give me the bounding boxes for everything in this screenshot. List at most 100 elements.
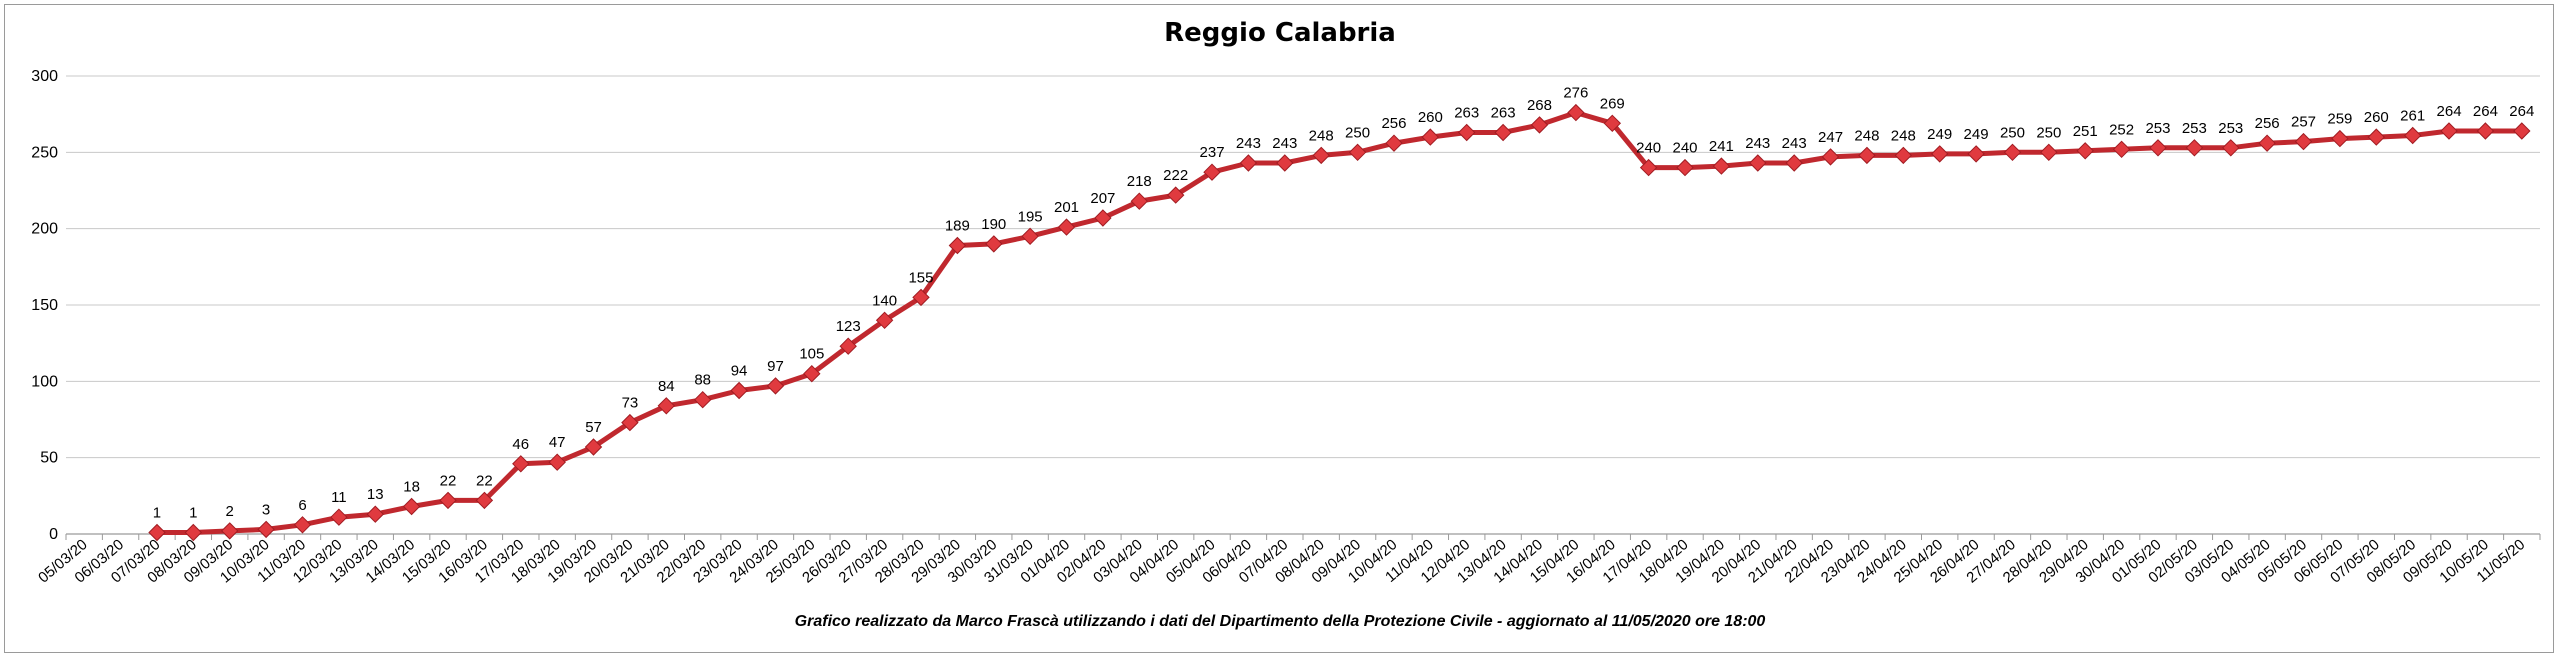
data-label: 3	[262, 501, 270, 518]
data-point	[2149, 139, 2167, 157]
data-point	[1057, 218, 1076, 236]
y-tick-label: 150	[31, 297, 58, 314]
data-label: 57	[585, 419, 602, 436]
data-label: 250	[2036, 124, 2061, 141]
data-point	[657, 397, 676, 415]
data-label: 264	[2509, 103, 2534, 120]
data-point	[2185, 139, 2204, 157]
data-label: 248	[1854, 127, 1879, 144]
data-label: 140	[872, 292, 897, 309]
data-point	[1894, 146, 1913, 165]
y-tick-label: 0	[49, 526, 58, 543]
y-axis-ticks: 0 50 100 150 200 250 300	[31, 68, 58, 543]
data-label: 243	[1236, 135, 1261, 152]
data-label: 260	[1418, 109, 1443, 126]
data-point	[2367, 128, 2386, 146]
y-tick-label: 50	[40, 450, 58, 467]
data-point	[621, 413, 639, 432]
data-label: 2	[226, 503, 234, 520]
data-point	[1385, 134, 1403, 152]
data-point	[2513, 122, 2531, 140]
data-point	[1276, 154, 1294, 172]
data-label: 190	[981, 216, 1006, 233]
data-label: 243	[1272, 135, 1297, 152]
data-point	[1203, 163, 1221, 181]
data-point	[1239, 154, 1258, 172]
data-point	[2476, 122, 2495, 140]
data-point	[1785, 154, 1803, 172]
data-label: 253	[2182, 120, 2207, 137]
series-markers	[148, 103, 2531, 542]
data-point	[184, 523, 203, 542]
data-label: 47	[549, 434, 566, 451]
data-point	[1166, 186, 1185, 204]
data-point	[257, 520, 275, 539]
data-point	[148, 523, 166, 542]
data-point	[1712, 157, 1731, 175]
data-label: 6	[298, 497, 306, 514]
data-point	[1930, 145, 1949, 163]
y-tick-label: 250	[31, 144, 58, 161]
data-label: 261	[2400, 108, 2425, 125]
data-label: 240	[1636, 140, 1661, 157]
data-point	[766, 377, 785, 395]
data-label: 240	[1672, 140, 1697, 157]
data-label: 88	[694, 372, 711, 389]
data-label: 253	[2218, 120, 2243, 137]
data-point	[803, 364, 821, 383]
data-label: 155	[908, 269, 933, 286]
data-point	[1676, 158, 1694, 177]
data-label: 251	[2073, 123, 2098, 140]
data-point	[366, 505, 385, 523]
data-point	[2112, 140, 2131, 159]
chart-frame	[4, 4, 2554, 653]
data-point	[584, 438, 603, 456]
data-label: 207	[1090, 190, 1115, 207]
data-point	[1858, 146, 1876, 165]
data-point	[1094, 209, 1112, 227]
data-label: 195	[1018, 208, 1043, 225]
data-label: 264	[2437, 103, 2462, 120]
data-point	[1749, 154, 1767, 172]
chart-title: Reggio Calabria	[1164, 18, 1396, 48]
data-label: 252	[2109, 121, 2134, 138]
data-label: 250	[2000, 124, 2025, 141]
x-axis-ticks: 05/03/2006/03/2007/03/2008/03/2009/03/20…	[35, 536, 2528, 587]
data-label: 22	[476, 472, 493, 489]
grid-lines	[66, 75, 2540, 459]
data-label: 105	[799, 346, 824, 363]
data-point	[220, 522, 239, 540]
y-tick-label: 300	[31, 68, 58, 85]
data-label: 237	[1200, 144, 1225, 161]
data-label: 1	[189, 504, 197, 521]
data-point	[1821, 148, 1840, 166]
data-point	[330, 508, 348, 526]
chart-footnote: Grafico realizzato da Marco Frascà utili…	[794, 613, 1766, 630]
data-point	[2040, 143, 2058, 162]
data-point	[1348, 143, 1367, 162]
data-label: 1	[153, 504, 161, 521]
data-label: 247	[1818, 129, 1843, 146]
data-point	[475, 491, 494, 510]
data-point	[2222, 139, 2240, 157]
data-label: 248	[1309, 127, 1334, 144]
data-point	[439, 491, 457, 510]
data-point	[293, 516, 312, 534]
series-line-path	[154, 110, 2525, 535]
data-point	[2003, 143, 2022, 162]
data-label: 268	[1527, 97, 1552, 114]
y-tick-label: 100	[31, 373, 58, 390]
y-tick-label: 200	[31, 221, 58, 238]
data-label: 256	[1381, 115, 1406, 132]
data-label: 13	[367, 486, 384, 503]
data-label: 250	[1345, 124, 1370, 141]
data-label: 73	[622, 395, 639, 412]
data-point	[839, 337, 857, 355]
data-label: 123	[836, 318, 861, 335]
data-label: 276	[1563, 85, 1588, 102]
data-label: 263	[1491, 104, 1516, 121]
data-point	[1421, 128, 1440, 146]
data-point	[1639, 158, 1658, 177]
